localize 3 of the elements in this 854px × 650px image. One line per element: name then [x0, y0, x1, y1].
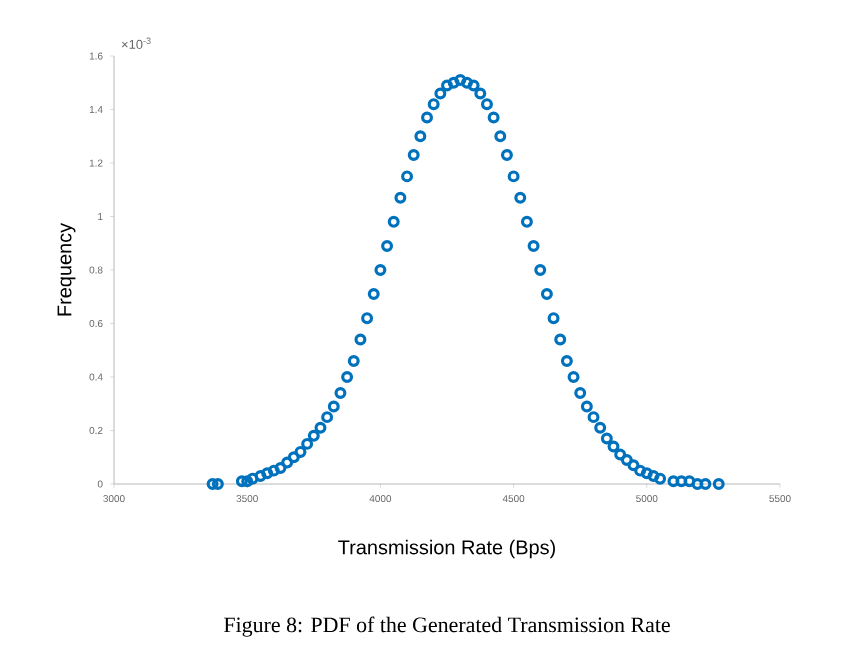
x-axis-title: Transmission Rate (Bps): [338, 539, 555, 559]
y-axis-title: Frequency: [57, 222, 76, 316]
caption: Figure 8: PDF of the Generated Transmission Rate: [224, 616, 670, 637]
